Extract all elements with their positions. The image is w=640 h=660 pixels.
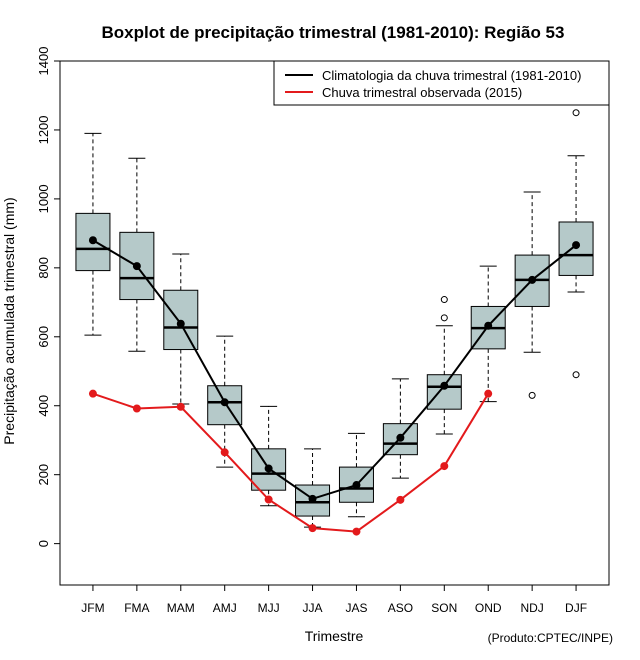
series-line <box>92 392 490 533</box>
series-point <box>308 494 317 503</box>
y-tick-label: 200 <box>36 464 51 486</box>
x-tick-label: NDJ <box>520 601 543 615</box>
x-tick-label: JAS <box>345 601 367 615</box>
legend-label-observada: Chuva trimestral observada (2015) <box>322 85 522 100</box>
series-point <box>352 527 361 536</box>
series-point <box>220 398 229 407</box>
x-axis: JFM FMA MAM AMJ MJJ JJA JAS ASO SON OND NDJ DJF <box>81 585 587 615</box>
box-jas <box>338 432 374 518</box>
boxes <box>75 109 594 528</box>
series-point <box>132 262 141 271</box>
series-point <box>572 241 581 250</box>
x-tick-label: AMJ <box>213 601 237 615</box>
box-jfm <box>75 132 111 336</box>
x-axis-label: Trimestre <box>305 628 364 644</box>
x-tick-label: OND <box>475 601 502 615</box>
series-point <box>176 319 185 328</box>
box-fma <box>119 157 155 352</box>
y-tick-label: 800 <box>36 257 51 279</box>
x-tick-label: SON <box>431 601 457 615</box>
series-point <box>308 524 317 533</box>
outlier-point <box>440 314 448 322</box>
y-tick-label: 600 <box>36 326 51 348</box>
box-aso <box>382 378 418 479</box>
plot-frame <box>59 60 610 586</box>
box-iqr <box>426 374 462 410</box>
series-point <box>528 275 537 284</box>
chart-title: Boxplot de precipitação trimestral (1981… <box>102 23 565 42</box>
y-tick-label: 1400 <box>36 47 51 76</box>
box-son <box>426 296 462 435</box>
legend-box <box>273 60 610 106</box>
box-ond <box>470 265 506 403</box>
product-credit: (Produto:CPTEC/INPE) <box>488 631 613 645</box>
x-tick-label: MAM <box>167 601 195 615</box>
y-tick-label: 0 <box>36 540 51 547</box>
box-ndj <box>514 191 550 399</box>
x-tick-label: JJA <box>303 601 323 615</box>
outlier-point <box>528 391 536 399</box>
series-point <box>396 433 405 442</box>
outlier-point <box>572 109 580 117</box>
series-point <box>440 381 449 390</box>
box-mjj <box>251 405 287 507</box>
series-point <box>220 448 229 457</box>
x-tick-label: MJJ <box>258 601 280 615</box>
y-axis-label: Precipitação acumulada trimestral (mm) <box>1 197 17 444</box>
box-mam <box>163 253 199 405</box>
series-point <box>264 464 273 473</box>
y-tick-label: 400 <box>36 395 51 417</box>
series-point <box>352 481 361 490</box>
series-point <box>264 495 273 504</box>
series-climatologia <box>88 236 581 503</box>
series-point <box>132 404 141 413</box>
series-point <box>176 402 185 411</box>
series-point <box>484 389 493 398</box>
series-point <box>88 389 97 398</box>
x-tick-label: JFM <box>81 601 104 615</box>
outlier-point <box>572 371 580 379</box>
series-point <box>440 462 449 471</box>
y-tick-label: 1000 <box>36 184 51 213</box>
x-tick-label: FMA <box>124 601 149 615</box>
outlier-point <box>440 296 448 304</box>
legend: Climatologia da chuva trimestral (1981-2… <box>273 60 610 106</box>
box-jja <box>295 448 331 528</box>
series-line <box>92 239 577 500</box>
y-axis: 0 200 400 600 800 1000 1200 1400 <box>36 47 60 547</box>
legend-label-climatologia: Climatologia da chuva trimestral (1981-2… <box>322 68 581 83</box>
x-tick-label: DJF <box>565 601 587 615</box>
series-point <box>484 321 493 330</box>
x-tick-label: ASO <box>388 601 413 615</box>
series-point <box>396 495 405 504</box>
series-point <box>88 236 97 245</box>
y-tick-label: 1200 <box>36 115 51 144</box>
series-lines <box>88 236 581 536</box>
series-observada <box>88 389 493 536</box>
